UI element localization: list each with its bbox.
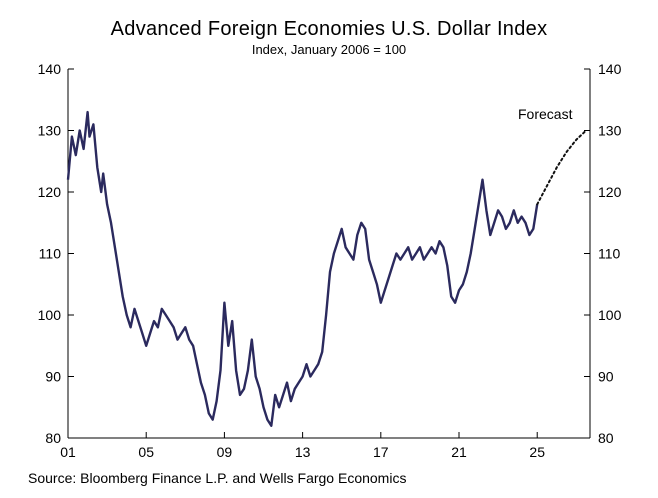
y-tick-label-right: 100: [598, 307, 622, 323]
y-tick-label-right: 140: [598, 61, 622, 77]
y-tick-label-right: 110: [598, 246, 621, 262]
y-tick-label-right: 130: [598, 123, 622, 139]
forecast-annotation: Forecast: [518, 106, 573, 122]
x-tick-label: 25: [529, 444, 545, 460]
chart-title: Advanced Foreign Economies U.S. Dollar I…: [110, 18, 548, 40]
y-tick-label-left: 80: [45, 430, 61, 446]
y-tick-label-right: 80: [598, 430, 614, 446]
y-tick-label-left: 90: [45, 369, 61, 385]
x-tick-label: 21: [451, 444, 467, 460]
y-tick-label-left: 110: [39, 246, 62, 262]
y-tick-label-left: 140: [38, 61, 62, 77]
y-tick-label-left: 130: [38, 123, 62, 139]
forecast-line: [536, 129, 588, 206]
x-tick-label: 13: [295, 444, 311, 460]
y-tick-label-left: 120: [38, 184, 62, 200]
x-tick-label: 17: [373, 444, 389, 460]
y-tick-label-left: 100: [38, 307, 62, 323]
y-tick-label-right: 90: [598, 369, 614, 385]
x-tick-label: 09: [217, 444, 233, 460]
x-tick-label: 01: [60, 444, 76, 460]
dollar-index-line: [66, 110, 539, 427]
chart-subtitle: Index, January 2006 = 100: [251, 42, 407, 57]
x-tick-label: 05: [138, 444, 154, 460]
y-tick-label-right: 120: [598, 184, 622, 200]
chart-axes: 80 80 90 90 100 100 110 110 120 120 130 130 140 140 01…: [38, 61, 622, 460]
plot-area: [66, 110, 588, 427]
chart-source: Source: Bloomberg Finance L.P. and Wells…: [28, 470, 407, 486]
